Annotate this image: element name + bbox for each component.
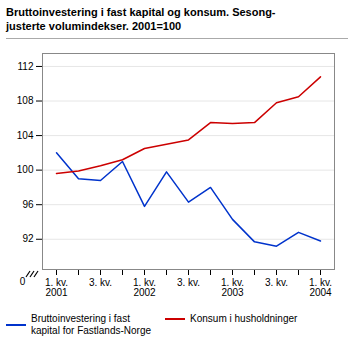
html-text:Bruttoinvestering i fast kapit: Bruttoinvestering i fast kapital for Fas… bbox=[31, 312, 152, 336]
svg-text:92: 92 bbox=[22, 233, 34, 244]
svg-text:3. kv.: 3. kv. bbox=[265, 276, 288, 287]
svg-text:1. kv.2003: 1. kv.2003 bbox=[221, 276, 244, 297]
html-text:Konsum i husholdninger: Konsum i husholdninger bbox=[190, 312, 298, 324]
svg-text:3. kv.: 3. kv. bbox=[89, 276, 112, 287]
svg-text:104: 104 bbox=[17, 129, 34, 140]
svg-text:1. kv.2004: 1. kv.2004 bbox=[309, 276, 332, 297]
svg-text:108: 108 bbox=[17, 95, 34, 106]
svg-text:100: 100 bbox=[17, 164, 34, 175]
svg-text:1. kv.2002: 1. kv.2002 bbox=[133, 276, 156, 297]
svg-text:96: 96 bbox=[22, 198, 34, 209]
svg-text:1. kv.2001: 1. kv.2001 bbox=[45, 276, 68, 297]
svg-text:0: 0 bbox=[20, 275, 26, 286]
html-text:Bruttoinvestering i fast kapit: Bruttoinvestering i fast kapital og kons… bbox=[6, 6, 276, 33]
svg-text:3. kv.: 3. kv. bbox=[177, 276, 200, 287]
svg-text:112: 112 bbox=[18, 60, 34, 71]
